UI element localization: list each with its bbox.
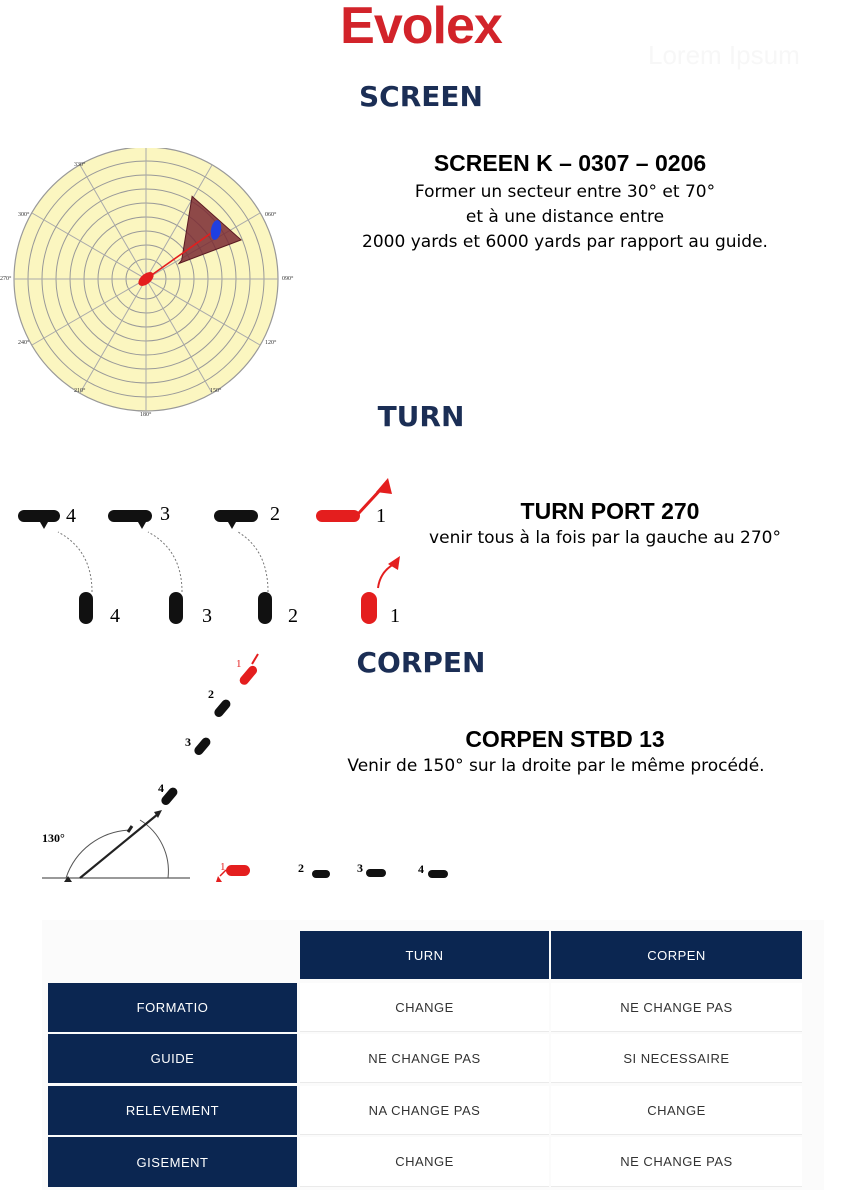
ship-number: 1 [376, 505, 386, 527]
corpen-heading: CORPEN STBD 13 [465, 726, 665, 752]
turn-description: venir tous à la fois par la gauche au 27… [429, 528, 781, 548]
guide-ship-icon [216, 865, 250, 882]
ship-number: 2 [270, 503, 280, 525]
ship-number: 3 [357, 861, 363, 875]
radar-label: 180° [140, 411, 152, 418]
radar-label: 060° [265, 211, 277, 218]
section-title-turn: TURN [377, 400, 465, 433]
ship-number: 1 [236, 658, 242, 670]
radar-label: 150° [210, 387, 222, 394]
radar-label: 120° [265, 339, 277, 346]
ship-number: 2 [298, 861, 304, 875]
screen-description: Former un secteur entre 30° et 70° et à … [300, 180, 830, 255]
ship-number: 4 [418, 862, 424, 876]
table-cell: NA CHANGE PAS [300, 1086, 549, 1135]
table-cell: SI NECESSAIRE [551, 1034, 802, 1083]
turn-heading: TURN PORT 270 [520, 498, 700, 524]
ship-number: 3 [185, 735, 191, 749]
turned-ship-icon [108, 510, 152, 529]
table-row-label: GUIDE [48, 1034, 297, 1083]
turned-guide-ship-icon [316, 478, 392, 522]
ship-icon [366, 869, 386, 877]
ship-number: 1 [220, 861, 226, 873]
ship-icon [161, 787, 178, 806]
screen-line: et à une distance entre [465, 207, 665, 227]
guide-ship-icon [239, 653, 259, 685]
guide-ship-icon [361, 592, 377, 624]
radar-diagram: 330° 300° 060° 270° 090° 240° 120° 210° … [0, 148, 294, 418]
radar-plot [13, 148, 279, 412]
corpen-angle-label: 130° [42, 831, 65, 845]
ship-number: 1 [390, 605, 400, 627]
ship-number: 4 [110, 605, 120, 627]
table-row-label: FORMATIO [48, 983, 297, 1032]
radar-label: 300° [18, 211, 30, 218]
radar-label: 330° [74, 161, 86, 168]
section-title-screen: SCREEN [359, 80, 483, 113]
turned-ship-icon [18, 510, 60, 529]
ship-number: 3 [160, 503, 170, 525]
section-title-corpen: CORPEN [356, 646, 486, 679]
ship-icon [169, 592, 183, 624]
ship-icon [312, 870, 330, 878]
ship-icon [214, 699, 231, 718]
corpen-diagram: 1 2 3 4 130° 1 2 3 4 [42, 653, 448, 882]
table-header-turn: TURN [300, 931, 549, 979]
radar-label: 210° [74, 387, 86, 394]
ship-number: 2 [208, 687, 214, 701]
turned-ship-icon [214, 510, 258, 529]
table-cell: NE CHANGE PAS [551, 1137, 802, 1187]
table-cell: CHANGE [300, 983, 549, 1032]
table-row-label: RELEVEMENT [48, 1086, 297, 1135]
ship-number: 2 [288, 605, 298, 627]
radar-label: 240° [18, 339, 30, 346]
corpen-description: Venir de 150° sur la droite par le même … [347, 756, 765, 776]
table-cell: NE CHANGE PAS [551, 983, 802, 1032]
radar-label: 270° [0, 275, 12, 282]
table-row-label: GISEMENT [48, 1137, 297, 1187]
screen-heading: SCREEN K – 0307 – 0206 [433, 150, 707, 176]
watermark-text: Lorem Ipsum [648, 40, 800, 70]
guide-ship-icon [138, 272, 154, 286]
table-cell: CHANGE [551, 1086, 802, 1135]
radar-label: 090° [282, 275, 294, 282]
contact-ship-icon [210, 220, 222, 240]
ship-number: 3 [202, 605, 212, 627]
ship-icon [194, 737, 211, 756]
ship-icon [428, 870, 448, 878]
table-cell: CHANGE [300, 1137, 549, 1187]
ship-number: 4 [66, 505, 76, 527]
turn-diagram: 4 3 2 1 4 3 2 1 [18, 478, 400, 627]
table-header-corpen: CORPEN [551, 931, 802, 979]
table-cell: NE CHANGE PAS [300, 1034, 549, 1083]
ship-icon [79, 592, 93, 624]
ship-number: 4 [158, 781, 164, 795]
brand-title: Evolex [340, 0, 503, 55]
screen-line: 2000 yards et 6000 yards par rapport au … [362, 232, 768, 252]
screen-sector [177, 195, 243, 265]
screen-line: Former un secteur entre 30° et 70° [414, 182, 716, 202]
ship-icon [258, 592, 272, 624]
